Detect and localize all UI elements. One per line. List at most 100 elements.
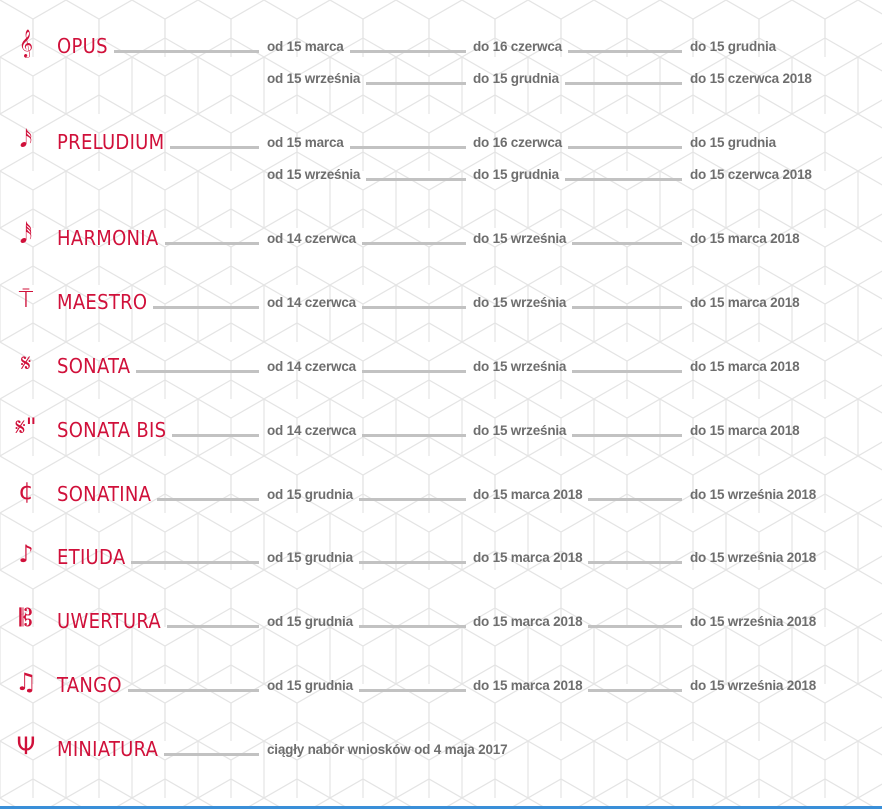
program-title: SONATINA	[57, 482, 152, 506]
date-cell: do 15 czerwca 2018	[690, 64, 880, 92]
date-text: od 14 czerwca	[267, 422, 356, 438]
segno-bis-icon: 𝄋"	[15, 413, 37, 441]
connector-line	[136, 369, 259, 373]
date-text: od 15 grudnia	[267, 677, 353, 693]
date-text: od 15 grudnia	[267, 613, 353, 629]
date-cell: do 15 września	[473, 352, 682, 380]
program-row-harmonia: 𝅘𝅥𝅰 HARMONIA od 14 czerwca do 15 września d…	[0, 221, 882, 252]
date-cell: do 15 września	[473, 416, 682, 444]
program-row-preludium: 𝅘𝅥𝅯 PRELUDIUM od 15 marca do 16 czerwca do …	[0, 125, 882, 182]
date-text: do 15 marca 2018	[473, 486, 583, 502]
date-cell: do 16 czerwca	[473, 32, 682, 60]
date-cell: do 15 marca 2018	[473, 671, 682, 699]
connector-line	[572, 369, 682, 373]
connector-line	[572, 305, 682, 309]
program-title: UWERTURA	[57, 609, 161, 633]
connector-line	[166, 624, 259, 628]
segno-icon: 𝄋	[20, 349, 32, 377]
connector-line	[567, 145, 682, 149]
connector-line	[588, 560, 682, 564]
date-cell: ciągły nabór wniosków od 4 maja 2017	[267, 735, 767, 763]
program-title: TANGO	[57, 673, 122, 697]
date-text: do 15 marca 2018	[473, 613, 583, 629]
program-title-cell: SONATINA	[57, 480, 259, 508]
program-title: HARMONIA	[57, 226, 159, 250]
date-text: do 15 września	[473, 422, 567, 438]
date-cell: od 15 grudnia	[267, 671, 466, 699]
date-cell: od 15 grudnia	[267, 543, 466, 571]
connector-line	[170, 145, 259, 149]
date-cell: od 15 września	[267, 64, 466, 92]
connector-line	[588, 688, 682, 692]
date-text: do 15 grudnia	[473, 70, 559, 86]
program-row-sonata-bis: 𝄋" SONATA BIS od 14 czerwca do 15 września…	[0, 413, 882, 444]
program-row-maestro: ⍑ MAESTRO od 14 czerwca do 15 września do 1…	[0, 285, 882, 316]
date-cell: do 16 czerwca	[473, 128, 682, 156]
date-cell: do 15 marca 2018	[690, 352, 880, 380]
connector-line	[153, 305, 259, 309]
date-cell: do 15 września 2018	[690, 480, 880, 508]
date-cell: od 15 września	[267, 160, 466, 188]
date-text: do 16 czerwca	[473, 134, 562, 150]
date-cell: od 14 czerwca	[267, 224, 466, 252]
date-text: do 15 czerwca 2018	[690, 70, 812, 86]
date-text: do 15 września 2018	[690, 486, 817, 502]
date-cell: do 15 marca 2018	[473, 543, 682, 571]
date-text: od 15 września	[267, 70, 361, 86]
program-title-cell: SONATA BIS	[57, 416, 259, 444]
date-text: do 15 września 2018	[690, 677, 817, 693]
date-text: do 15 grudnia	[473, 166, 559, 182]
connector-line	[164, 241, 259, 245]
date-text: do 15 marca 2018	[473, 677, 583, 693]
program-title-cell: MAESTRO	[57, 288, 259, 316]
date-text: do 15 grudnia	[690, 134, 776, 150]
date-text: do 16 czerwca	[473, 38, 562, 54]
treble-clef-icon: 𝄞	[18, 29, 34, 57]
alto-clef-icon: 𝄡	[19, 604, 33, 632]
connector-line	[358, 497, 466, 501]
date-cell: od 15 marca	[267, 128, 466, 156]
program-title-cell: SONATA	[57, 352, 259, 380]
connector-line	[127, 688, 259, 692]
date-cell: od 15 marca	[267, 32, 466, 60]
date-cell: do 15 grudnia	[690, 32, 880, 60]
program-title: SONATA	[57, 354, 131, 378]
date-text: do 15 marca 2018	[473, 549, 583, 565]
connector-line	[361, 305, 466, 309]
beamed-notes-icon: ♫	[15, 668, 37, 696]
connector-line	[366, 81, 466, 85]
date-cell: do 15 marca 2018	[473, 607, 682, 635]
connector-line	[157, 497, 259, 501]
eighth-note-icon: ♪	[18, 540, 34, 568]
date-text: do 15 września 2018	[690, 549, 817, 565]
bottom-rule	[0, 806, 882, 809]
date-cell: do 15 marca 2018	[690, 416, 880, 444]
date-text: do 15 września	[473, 358, 567, 374]
date-text: do 15 września 2018	[690, 613, 817, 629]
date-cell: do 15 września 2018	[690, 671, 880, 699]
program-title: ETIUDA	[57, 545, 126, 569]
connector-line	[588, 624, 682, 628]
date-cell: do 15 marca 2018	[473, 480, 682, 508]
program-row-miniatura: Ψ MINIATURA ciągły nabór wniosków od 4 ma…	[0, 732, 882, 763]
program-title-cell: UWERTURA	[57, 607, 259, 635]
date-text: do 15 marca 2018	[690, 358, 800, 374]
date-cell: do 15 grudnia	[690, 128, 880, 156]
date-cell: od 14 czerwca	[267, 352, 466, 380]
connector-line	[366, 177, 466, 181]
connector-line	[572, 241, 682, 245]
date-text: od 14 czerwca	[267, 294, 356, 310]
date-cell: do 15 września	[473, 288, 682, 316]
connector-line	[164, 752, 259, 756]
connector-line	[349, 145, 466, 149]
date-cell: od 14 czerwca	[267, 416, 466, 444]
date-cell: do 15 marca 2018	[690, 224, 880, 252]
program-title: SONATA BIS	[57, 418, 167, 442]
connector-line	[358, 624, 466, 628]
date-text: od 14 czerwca	[267, 358, 356, 374]
date-cell: do 15 września 2018	[690, 543, 880, 571]
program-row-uwertura: 𝄡 UWERTURA od 15 grudnia do 15 marca 2018 d…	[0, 604, 882, 635]
date-cell: od 15 grudnia	[267, 607, 466, 635]
date-cell: do 15 grudnia	[473, 160, 682, 188]
